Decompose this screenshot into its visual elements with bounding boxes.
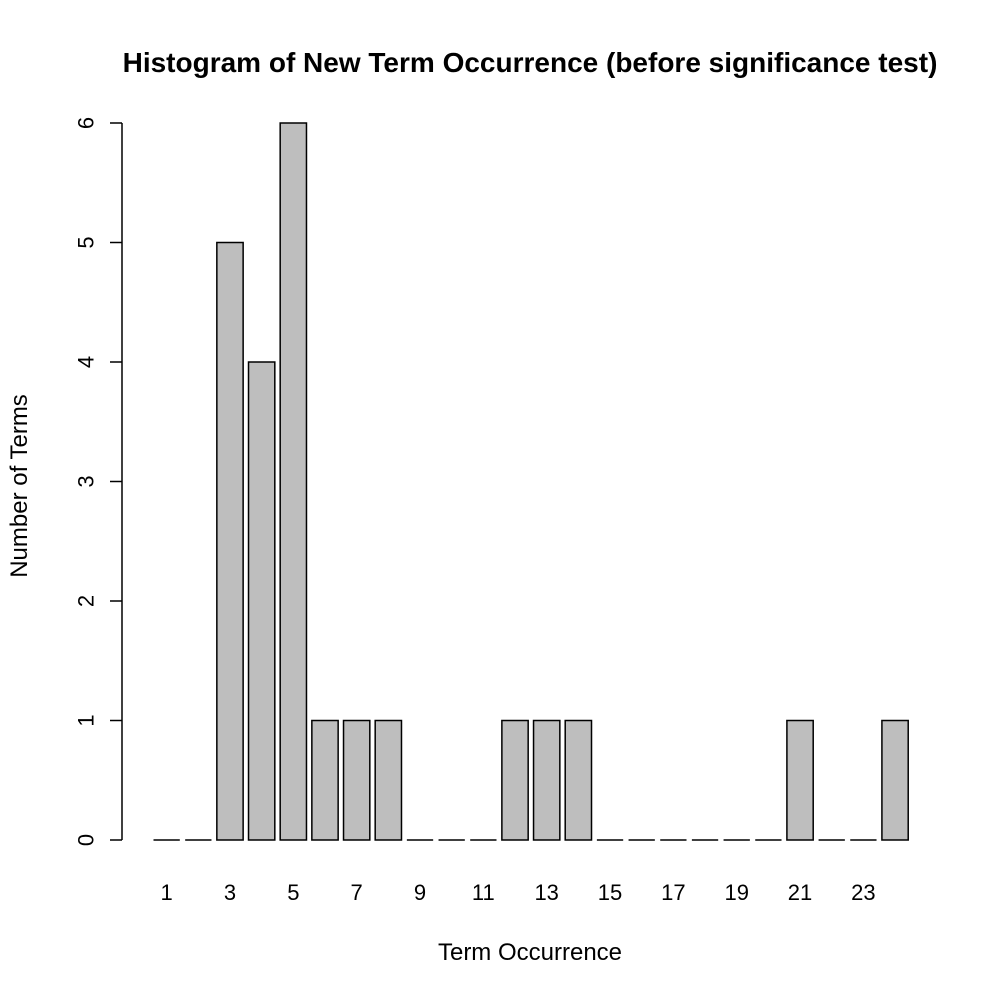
bar-8 (374, 719, 403, 841)
x-tick-label-13: 13 (534, 880, 558, 905)
bars-group (153, 122, 909, 841)
x-tick-label-7: 7 (351, 880, 363, 905)
bar-12 (501, 719, 529, 841)
y-tick-label-4: 4 (74, 356, 99, 368)
bar-4 (247, 361, 276, 841)
x-axis-label: Term Occurrence (438, 939, 622, 966)
x-tick-label-21: 21 (788, 880, 812, 905)
chart-title: Histogram of New Term Occurrence (before… (123, 47, 938, 78)
y-tick-label-3: 3 (74, 475, 99, 487)
bar-7 (342, 719, 371, 841)
x-tick-label-17: 17 (661, 880, 685, 905)
x-tick-label-9: 9 (414, 880, 426, 905)
y-axis: 0 1 2 3 4 5 6 (74, 117, 123, 846)
x-tick-label-23: 23 (851, 880, 875, 905)
y-tick-label-5: 5 (74, 236, 99, 248)
bar-21 (786, 719, 814, 841)
bar-3 (216, 241, 244, 841)
y-axis-label: Number of Terms (6, 394, 33, 578)
y-tick-label-1: 1 (74, 714, 99, 726)
x-tick-labels: 1 3 5 7 9 11 13 15 17 19 21 23 (161, 880, 876, 905)
x-tick-label-5: 5 (287, 880, 299, 905)
y-tick-label-0: 0 (74, 834, 99, 846)
bar-6 (311, 719, 339, 841)
bar-24 (881, 719, 909, 841)
y-tick-label-6: 6 (74, 117, 99, 129)
x-tick-label-19: 19 (724, 880, 748, 905)
x-tick-label-1: 1 (161, 880, 173, 905)
x-tick-label-11: 11 (472, 880, 495, 905)
y-tick-label-2: 2 (74, 595, 99, 607)
bar-5 (279, 122, 308, 841)
x-tick-label-15: 15 (598, 880, 622, 905)
x-tick-label-3: 3 (224, 880, 236, 905)
bar-13 (532, 719, 561, 841)
bar-14 (564, 719, 593, 841)
